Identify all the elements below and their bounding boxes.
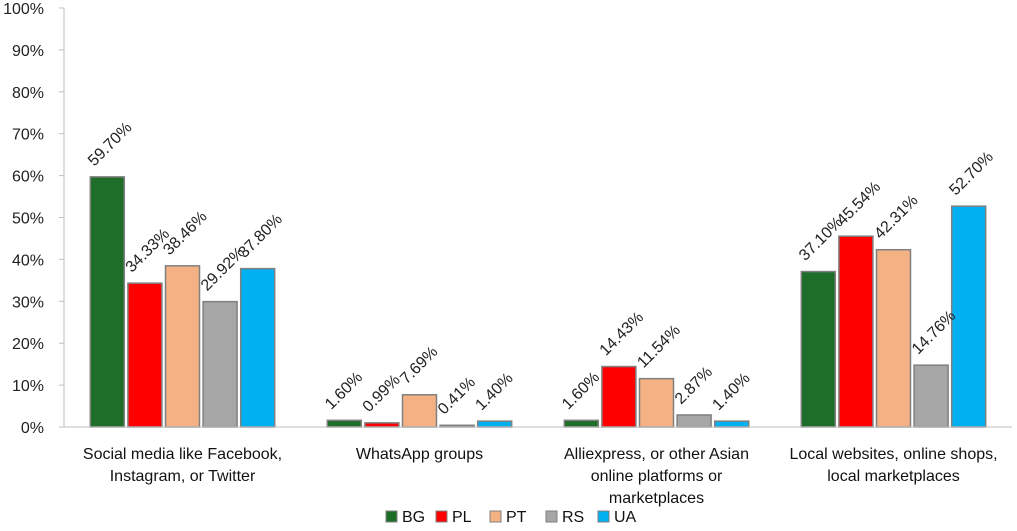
data-label: 59.70% <box>85 119 135 169</box>
bars <box>89 176 987 428</box>
legend-swatch-ua <box>597 510 610 523</box>
y-tick-label: 20% <box>12 336 44 353</box>
bar-pl <box>364 422 400 428</box>
y-tick-label: 0% <box>21 420 44 437</box>
x-category-label: WhatsApp groups <box>356 446 483 463</box>
data-label: 14.43% <box>597 309 647 359</box>
bar-pl <box>838 235 874 428</box>
bar-rs <box>676 414 712 428</box>
bar-bg <box>89 176 126 428</box>
y-tick-label: 60% <box>12 169 44 186</box>
y-tick-label: 50% <box>12 211 44 228</box>
bar-pt <box>875 248 912 428</box>
bar-pt <box>401 394 438 428</box>
legend-label-ua: UA <box>614 509 637 526</box>
x-category-label: Local websites, online shops, local marke… <box>789 446 997 485</box>
y-axis: 0% 10% 20% 30% 40% 50% 60% 70% 80% 90% 100% <box>3 1 65 437</box>
legend-label-pl: PL <box>452 509 472 526</box>
y-tick-label: 70% <box>12 127 44 144</box>
bar-pt <box>638 377 675 428</box>
bar-ua <box>476 420 513 428</box>
legend-label-pt: PT <box>506 509 527 526</box>
bar-pl <box>601 365 637 428</box>
data-label: 52.70% <box>947 149 997 199</box>
legend-swatch-pt <box>489 510 502 523</box>
bar-rs <box>202 300 238 428</box>
y-tick-label: 80% <box>12 85 44 102</box>
data-label: 0.99% <box>360 372 404 416</box>
legend-swatch-pl <box>435 510 448 523</box>
data-label: 0.41% <box>435 374 479 418</box>
bar-bg <box>563 419 600 428</box>
data-label: 1.40% <box>473 370 517 414</box>
bar-pt <box>164 265 201 428</box>
data-label: 1.40% <box>710 370 754 414</box>
bar-bg <box>800 270 837 428</box>
legend-swatch-bg <box>385 510 398 523</box>
bar-ua <box>239 267 276 428</box>
y-tick-label: 30% <box>12 294 44 311</box>
legend-swatch-rs <box>545 510 558 523</box>
legend: BG PL PT RS UA <box>385 509 637 526</box>
data-label: 11.54% <box>634 322 684 372</box>
data-label: 37.80% <box>236 211 286 261</box>
legend-label-bg: BG <box>402 509 425 526</box>
y-tick-label: 100% <box>3 1 44 18</box>
data-label: 1.60% <box>322 369 366 413</box>
data-label: 45.54% <box>834 179 884 229</box>
legend-label-rs: RS <box>562 509 584 526</box>
bar-ua <box>713 420 750 428</box>
bar-rs <box>913 364 949 428</box>
y-tick-label: 10% <box>12 378 44 395</box>
bar-bg <box>326 419 363 428</box>
y-tick-label: 40% <box>12 252 44 269</box>
y-tick-label: 90% <box>12 43 44 60</box>
bar-ua <box>950 205 987 428</box>
bar-pl <box>127 282 163 428</box>
data-label: 42.31% <box>871 192 921 242</box>
x-axis: Social media like Facebook, Instagram, or… <box>64 426 1012 507</box>
data-label: 7.69% <box>397 344 441 388</box>
x-category-label: Alliexpress, or other Asian online platfo… <box>564 446 749 507</box>
data-label: 1.60% <box>559 369 603 413</box>
x-category-label: Social media like Facebook, Instagram, or… <box>83 446 282 485</box>
